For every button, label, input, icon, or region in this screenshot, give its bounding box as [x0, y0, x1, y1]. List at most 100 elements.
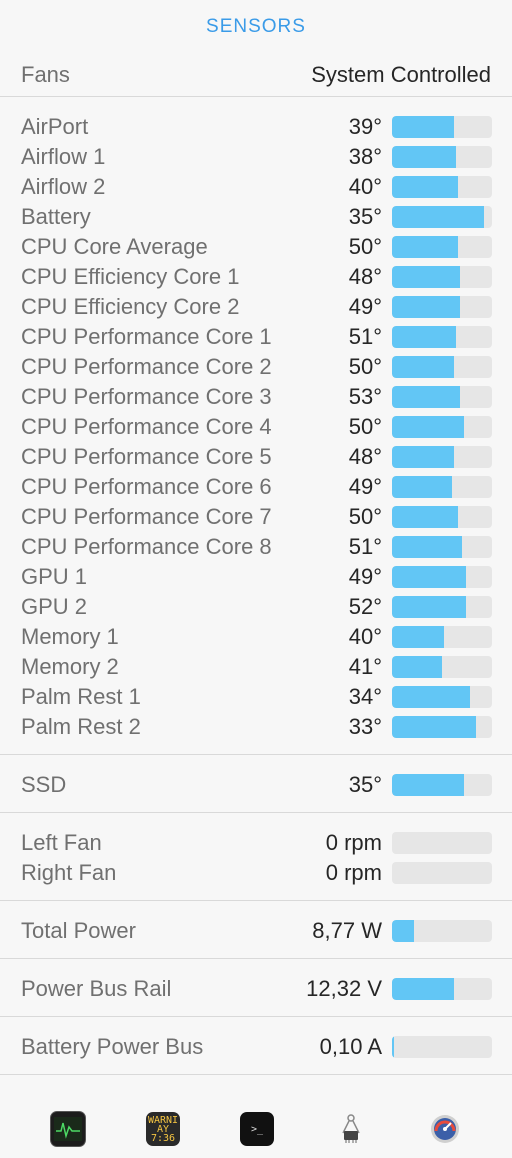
sensor-name: CPU Performance Core 2: [21, 354, 272, 379]
current-section: Battery Power Bus 0,10 A: [0, 1017, 512, 1074]
disk-utility-icon[interactable]: [428, 1112, 462, 1146]
sensor-row[interactable]: GPU 1 49°: [0, 562, 512, 592]
sensor-value: 12,32 V: [306, 976, 382, 1001]
app-dock: WARNI AY 7:36 >_: [0, 1100, 512, 1158]
sensor-level-fill: [392, 716, 476, 738]
sensor-level-bar: [392, 536, 492, 558]
sensors-title: SENSORS: [206, 16, 306, 37]
sensor-level-fill: [392, 176, 458, 198]
sensor-level-fill: [392, 236, 458, 258]
sensor-row[interactable]: CPU Performance Core 8 51°: [0, 532, 512, 562]
sensor-value: 39°: [348, 114, 382, 139]
sensor-level-fill: [392, 146, 456, 168]
divider: [0, 1016, 512, 1017]
sensor-level-bar: [392, 416, 492, 438]
sensor-name: Left Fan: [21, 830, 102, 855]
sensor-level-bar: [392, 978, 492, 1000]
sensor-row[interactable]: Palm Rest 2 33°: [0, 712, 512, 742]
sensor-row[interactable]: CPU Performance Core 5 48°: [0, 442, 512, 472]
sensor-name: Battery Power Bus: [21, 1034, 204, 1059]
sensor-value: 49°: [348, 564, 382, 589]
sensor-level-fill: [392, 386, 460, 408]
sensor-row[interactable]: CPU Performance Core 7 50°: [0, 502, 512, 532]
sensor-name: SSD: [21, 772, 67, 797]
sensor-name: Battery: [21, 204, 91, 229]
sensor-row[interactable]: CPU Performance Core 1 51°: [0, 322, 512, 352]
sensor-name: CPU Performance Core 8: [21, 534, 272, 559]
sensor-level-bar: [392, 596, 492, 618]
fans-label: Fans: [21, 62, 70, 87]
sensor-name: Memory 2: [21, 654, 119, 679]
sensor-row[interactable]: CPU Performance Core 2 50°: [0, 352, 512, 382]
activity-monitor-icon[interactable]: [50, 1111, 86, 1147]
sensor-row[interactable]: CPU Performance Core 3 53°: [0, 382, 512, 412]
sensor-row[interactable]: Memory 1 40°: [0, 622, 512, 652]
sensor-row[interactable]: Airflow 2 40°: [0, 172, 512, 202]
sensor-level-fill: [392, 296, 460, 318]
sensor-level-bar: [392, 920, 492, 942]
fans-mode-value[interactable]: System Controlled: [311, 62, 491, 87]
sensor-row[interactable]: Total Power 8,77 W: [0, 916, 512, 946]
sensor-name: Total Power: [21, 918, 136, 943]
sensor-level-bar: [392, 832, 492, 854]
sensor-row[interactable]: Memory 2 41°: [0, 652, 512, 682]
sensor-row[interactable]: Left Fan 0 rpm: [0, 828, 512, 858]
sensor-level-bar: [392, 626, 492, 648]
sensor-row[interactable]: CPU Performance Core 4 50°: [0, 412, 512, 442]
sensor-value: 51°: [348, 534, 382, 559]
sensor-row[interactable]: Power Bus Rail 12,32 V: [0, 974, 512, 1004]
sensor-level-fill: [392, 266, 460, 288]
sensor-row[interactable]: SSD 35°: [0, 770, 512, 800]
fans-mode-row[interactable]: Fans System Controlled: [0, 54, 512, 96]
sensor-row[interactable]: CPU Efficiency Core 2 49°: [0, 292, 512, 322]
sensor-value: 50°: [348, 504, 382, 529]
sensor-level-fill: [392, 326, 456, 348]
sensor-row[interactable]: Battery 35°: [0, 202, 512, 232]
sensor-row[interactable]: CPU Performance Core 6 49°: [0, 472, 512, 502]
sensor-row[interactable]: Airflow 1 38°: [0, 142, 512, 172]
sensor-value: 8,77 W: [312, 918, 382, 943]
power-section: Total Power 8,77 W: [0, 901, 512, 958]
sensor-level-bar: [392, 774, 492, 796]
sensor-level-fill: [392, 656, 442, 678]
divider: [0, 958, 512, 959]
console-icon[interactable]: WARNI AY 7:36: [146, 1112, 180, 1146]
sensor-row[interactable]: AirPort 39°: [0, 112, 512, 142]
sensor-level-fill: [392, 774, 464, 796]
sensor-row[interactable]: Battery Power Bus 0,10 A: [0, 1032, 512, 1062]
sensor-row[interactable]: CPU Efficiency Core 1 48°: [0, 262, 512, 292]
sensor-level-fill: [392, 920, 414, 942]
sensor-name: AirPort: [21, 114, 89, 139]
console-icon-text: WARNI AY 7:36: [147, 1114, 179, 1144]
sensor-level-fill: [392, 506, 458, 528]
sensor-value: 41°: [348, 654, 382, 679]
sensor-row[interactable]: Right Fan 0 rpm: [0, 858, 512, 888]
sensor-name: CPU Performance Core 7: [21, 504, 272, 529]
fan-speed-section: Left Fan 0 rpm Right Fan 0 rpm: [0, 813, 512, 900]
sensor-value: 0,10 A: [319, 1034, 382, 1059]
sensor-row[interactable]: CPU Core Average 50°: [0, 232, 512, 262]
sensor-value: 38°: [348, 144, 382, 169]
sensor-row[interactable]: GPU 2 52°: [0, 592, 512, 622]
sensor-name: Airflow 1: [21, 144, 106, 169]
sensor-level-bar: [392, 146, 492, 168]
sensor-value: 53°: [348, 384, 382, 409]
sensor-level-bar: [392, 296, 492, 318]
sensor-level-fill: [392, 206, 484, 228]
sensor-level-bar: [392, 356, 492, 378]
sensor-value: 40°: [348, 174, 382, 199]
sensor-name: CPU Core Average: [21, 234, 208, 259]
sensor-row[interactable]: Palm Rest 1 34°: [0, 682, 512, 712]
sensor-value: 34°: [348, 684, 382, 709]
sensor-value: 40°: [348, 624, 382, 649]
sensor-level-fill: [392, 596, 466, 618]
sensor-level-bar: [392, 686, 492, 708]
sensor-name: Airflow 2: [21, 174, 106, 199]
divider: [0, 900, 512, 901]
sensor-level-bar: [392, 446, 492, 468]
system-information-icon[interactable]: [334, 1112, 368, 1146]
sensor-name: CPU Performance Core 4: [21, 414, 272, 439]
sensor-level-fill: [392, 536, 462, 558]
sensor-name: CPU Performance Core 1: [21, 324, 272, 349]
terminal-icon[interactable]: >_: [240, 1112, 274, 1146]
